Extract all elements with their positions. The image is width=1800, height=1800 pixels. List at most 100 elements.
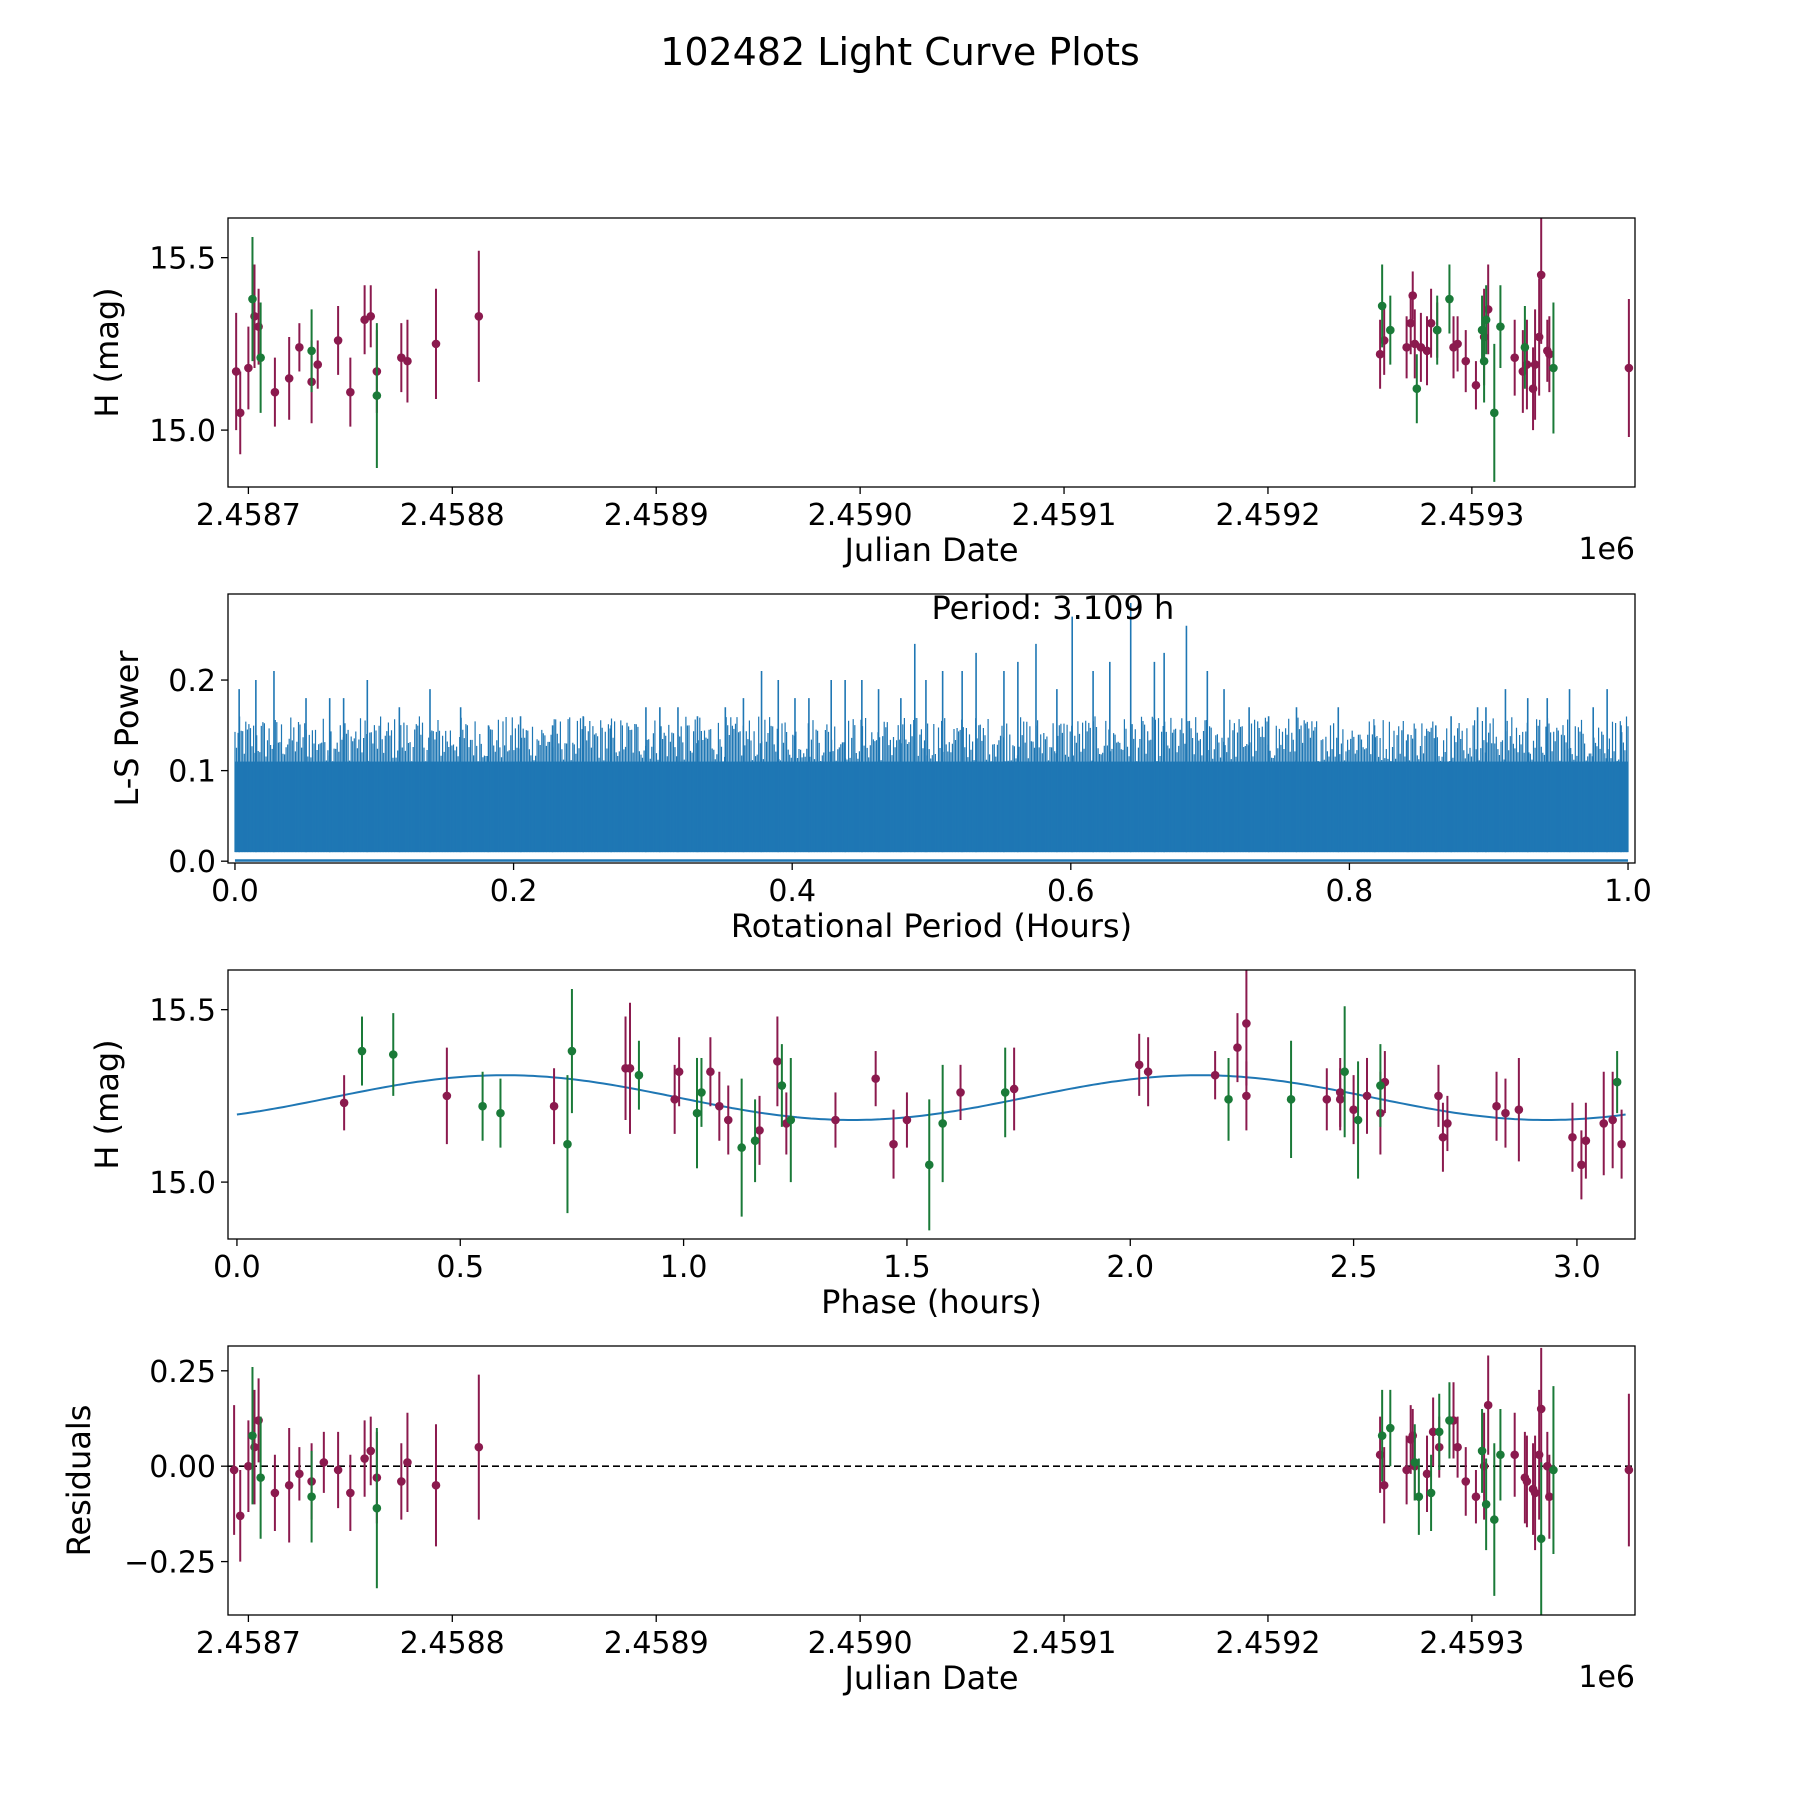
y-tick-label: 0.25 (149, 1355, 216, 1390)
data-point (1492, 1101, 1501, 1111)
data-point (1453, 339, 1462, 349)
data-point (1408, 291, 1418, 300)
data-point (1134, 1060, 1144, 1070)
data-point (1406, 318, 1415, 328)
y-tick-label: 15.0 (149, 1166, 216, 1201)
data-point (1612, 1077, 1622, 1087)
data-point (1490, 1515, 1499, 1524)
data-point (755, 1126, 764, 1135)
data-point (1000, 1088, 1010, 1097)
data-point (1477, 1446, 1487, 1456)
series-green-band (248, 1366, 1558, 1615)
data-point (773, 1057, 782, 1066)
data-point (1376, 1081, 1385, 1090)
data-point (1481, 315, 1491, 325)
data-point (270, 1488, 280, 1498)
data-point (244, 1461, 253, 1471)
data-point (1432, 325, 1442, 335)
data-point (1490, 408, 1499, 418)
data-point (723, 1115, 733, 1125)
data-point (1471, 380, 1481, 390)
data-point (786, 1115, 796, 1125)
y-tick-label: 0.2 (168, 664, 216, 699)
data-point (307, 1492, 316, 1502)
data-point (248, 294, 257, 304)
data-point (403, 356, 412, 366)
data-point (1402, 343, 1411, 352)
data-point (674, 1067, 684, 1077)
data-point (1522, 1477, 1532, 1486)
data-point (474, 1442, 484, 1452)
data-point (1510, 1450, 1519, 1460)
data-point (442, 1091, 452, 1101)
data-point (403, 1458, 412, 1467)
axes-frame (227, 1345, 1636, 1616)
phased-light-curve-panel: 0.0 0.5 1.0 1.5 2.0 2.5 3.0 15.0 15.5 Phase (hour… (88, 969, 1636, 1321)
data-point (563, 1139, 572, 1149)
data-point (1453, 1442, 1462, 1452)
light-curve-panel: 2.4587 2.4588 2.4589 2.4590 2.4591 2.4592 2.45… (88, 217, 1636, 569)
data-point (496, 1108, 505, 1118)
data-point (1386, 1423, 1395, 1433)
figure-title: 102482 Light Curve Plots (660, 30, 1140, 74)
data-point (1210, 1070, 1220, 1080)
data-point (1549, 1465, 1558, 1475)
data-point (339, 1098, 349, 1108)
data-point (1335, 1095, 1345, 1104)
data-point (1599, 1119, 1609, 1128)
data-point (366, 311, 376, 321)
data-point (1536, 1534, 1546, 1543)
data-point (1530, 360, 1540, 369)
y-tick-label: 15.0 (149, 414, 216, 449)
data-point (372, 391, 382, 400)
data-point (1536, 270, 1546, 280)
x-tick-label: 2.4590 (808, 498, 913, 533)
data-point (1438, 1132, 1448, 1142)
data-point (1286, 1095, 1296, 1104)
plot-area (231, 218, 1634, 482)
data-point (346, 387, 355, 397)
data-point (1428, 1427, 1438, 1437)
data-point (692, 1108, 702, 1118)
data-point (346, 1488, 355, 1498)
data-point (235, 408, 245, 418)
data-point (231, 367, 241, 376)
data-point (1426, 1488, 1436, 1498)
data-point (1412, 384, 1422, 394)
y-tick-label: 15.5 (149, 994, 216, 1029)
data-point (1422, 1469, 1432, 1479)
data-point (248, 1431, 257, 1440)
data-point (1422, 346, 1432, 356)
data-point (1549, 363, 1558, 373)
x-tick-label: 1.0 (660, 1250, 708, 1285)
data-point (1624, 1465, 1634, 1475)
data-point (549, 1101, 559, 1111)
data-point (1568, 1132, 1577, 1142)
data-point (1353, 1115, 1363, 1125)
data-point (388, 1050, 398, 1059)
data-point (284, 374, 294, 383)
data-point (1496, 322, 1505, 331)
x-tick-label: 2.4589 (604, 498, 709, 533)
data-point (397, 1477, 406, 1486)
x-tick-label: 3.0 (1553, 1250, 1601, 1285)
data-point (474, 311, 484, 321)
data-point (956, 1088, 965, 1097)
data-point (889, 1139, 898, 1149)
data-point (1143, 1067, 1153, 1077)
data-point (1581, 1136, 1591, 1146)
data-point (1624, 363, 1634, 373)
x-tick-label: 2.4587 (196, 1626, 301, 1661)
data-point (1402, 1465, 1411, 1475)
data-point (431, 1480, 441, 1490)
data-point (1362, 1091, 1372, 1101)
x-tick-label: 0.8 (1326, 874, 1374, 909)
data-point (1514, 1105, 1524, 1114)
data-point (270, 387, 280, 397)
series-red-band (229, 1347, 1634, 1562)
data-point (1426, 318, 1436, 328)
y-axis-label: H (mag) (88, 287, 126, 417)
x-tick-label: 1.0 (1604, 874, 1652, 909)
data-point (1242, 1091, 1251, 1101)
x-tick-label: 2.4591 (1012, 1626, 1117, 1661)
